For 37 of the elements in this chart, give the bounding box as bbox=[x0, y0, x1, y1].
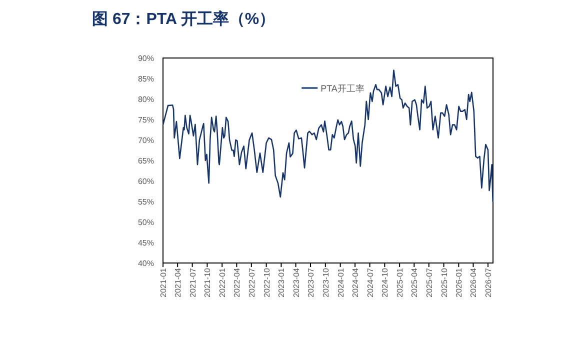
x-tick-label: 2024-07 bbox=[366, 267, 375, 298]
x-tick-label: 2022-10 bbox=[262, 267, 272, 298]
x-tick-label: 2026-07 bbox=[484, 267, 493, 298]
y-tick-label: 75% bbox=[138, 116, 154, 124]
y-tick-label: 40% bbox=[138, 259, 154, 268]
y-tick-label: 80% bbox=[138, 95, 154, 104]
line-series bbox=[162, 70, 494, 202]
y-tick-label: 65% bbox=[138, 156, 154, 166]
x-tick-label: 2023-01 bbox=[277, 267, 286, 298]
y-tick-label: 55% bbox=[138, 198, 154, 206]
x-tick-label: 2024-04 bbox=[351, 267, 360, 298]
x-tick-label: 2025-01 bbox=[396, 267, 405, 298]
y-tick-label: 50% bbox=[138, 218, 154, 227]
x-tick-label: 2021-04 bbox=[174, 267, 183, 298]
chart-title: 图 67：PTA 开工率（%） bbox=[92, 9, 276, 28]
y-tick-label: 85% bbox=[138, 74, 154, 84]
x-tick-label: 2021-01 bbox=[159, 267, 168, 298]
x-tick-label: 2026-04 bbox=[469, 267, 478, 298]
x-tick-label: 2025-04 bbox=[410, 267, 420, 298]
y-tick-label: 60% bbox=[138, 177, 154, 186]
y-tick-label: 90% bbox=[138, 54, 154, 63]
x-tick-label: 2022-07 bbox=[247, 267, 256, 298]
x-tick-label: 2026-01 bbox=[454, 267, 464, 298]
x-tick-label: 2025-07 bbox=[424, 267, 434, 298]
x-tick-label: 2021-07 bbox=[188, 267, 198, 298]
y-tick-label: 70% bbox=[138, 136, 154, 145]
x-tick-label: 2022-01 bbox=[218, 267, 228, 298]
x-tick-label: 2023-07 bbox=[306, 267, 316, 298]
x-tick-label: 2024-10 bbox=[380, 267, 390, 298]
x-tick-label: 2025-10 bbox=[440, 267, 449, 298]
x-tick-label: 2023-04 bbox=[292, 267, 301, 298]
x-tick-label: 2023-10 bbox=[321, 267, 330, 298]
legend-label: PTA开工率 bbox=[320, 84, 364, 94]
x-tick-label: 2021-10 bbox=[203, 267, 212, 298]
x-tick-label: 2024-01 bbox=[336, 267, 346, 298]
x-tick-label: 2022-04 bbox=[232, 267, 242, 298]
y-tick-label: 45% bbox=[138, 238, 154, 248]
